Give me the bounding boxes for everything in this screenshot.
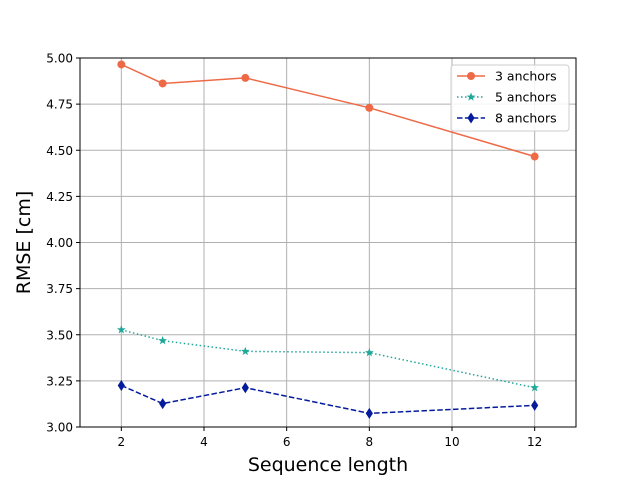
legend-entry: 5 anchors xyxy=(457,90,557,105)
data-point xyxy=(241,73,250,82)
legend-label: 5 anchors xyxy=(495,90,557,105)
legend-marker xyxy=(467,72,475,80)
y-axis-label: RMSE [cm] xyxy=(13,191,35,294)
y-tick-label: 4.25 xyxy=(46,190,73,204)
series-line xyxy=(121,329,535,389)
legend-label: 8 anchors xyxy=(495,111,557,126)
series-3-anchors xyxy=(117,60,539,161)
x-tick-label: 2 xyxy=(118,435,126,449)
x-tick-label: 12 xyxy=(527,435,542,449)
y-axis: 3.00 3.25 3.50 3.75 4.00 4.25 4.50 4.75 5.00 xyxy=(46,52,80,435)
series-layer xyxy=(116,60,540,419)
data-point xyxy=(530,383,540,392)
y-tick-label: 3.75 xyxy=(46,282,73,296)
data-point xyxy=(365,103,374,112)
data-point xyxy=(117,60,126,69)
data-point xyxy=(530,152,539,161)
y-tick-label: 4.50 xyxy=(46,144,73,158)
data-point xyxy=(158,79,167,88)
data-point xyxy=(241,382,249,394)
x-axis-label: Sequence length xyxy=(248,454,408,476)
data-point xyxy=(531,399,539,411)
series-5-anchors xyxy=(116,325,540,392)
data-point xyxy=(159,398,167,410)
legend-box xyxy=(450,64,570,132)
legend-entry: 3 anchors xyxy=(457,69,557,84)
legend-marker xyxy=(466,92,476,101)
x-tick-label: 6 xyxy=(283,435,291,449)
data-point xyxy=(158,336,168,345)
y-tick-label: 5.00 xyxy=(46,52,73,66)
data-point xyxy=(365,407,373,419)
legend-marker xyxy=(467,112,475,124)
y-tick-label: 4.75 xyxy=(46,98,73,112)
series-8-anchors xyxy=(117,379,539,419)
x-tick-label: 4 xyxy=(200,435,208,449)
data-point xyxy=(117,379,125,391)
x-tick-label: 8 xyxy=(366,435,374,449)
y-tick-label: 3.00 xyxy=(46,421,73,435)
legend-entry: 8 anchors xyxy=(457,111,557,126)
y-tick-label: 3.50 xyxy=(46,328,73,342)
series-line xyxy=(121,384,535,415)
data-point xyxy=(364,348,374,357)
data-point xyxy=(240,346,250,356)
legend-label: 3 anchors xyxy=(495,69,557,84)
x-tick-label: 10 xyxy=(444,435,459,449)
y-tick-label: 3.25 xyxy=(46,374,73,388)
data-point xyxy=(116,325,126,334)
legend: 3 anchors 5 anchors 8 anchors xyxy=(450,64,570,132)
y-tick-label: 4.00 xyxy=(46,236,73,250)
x-axis: 2 4 6 8 10 12 xyxy=(118,427,542,449)
